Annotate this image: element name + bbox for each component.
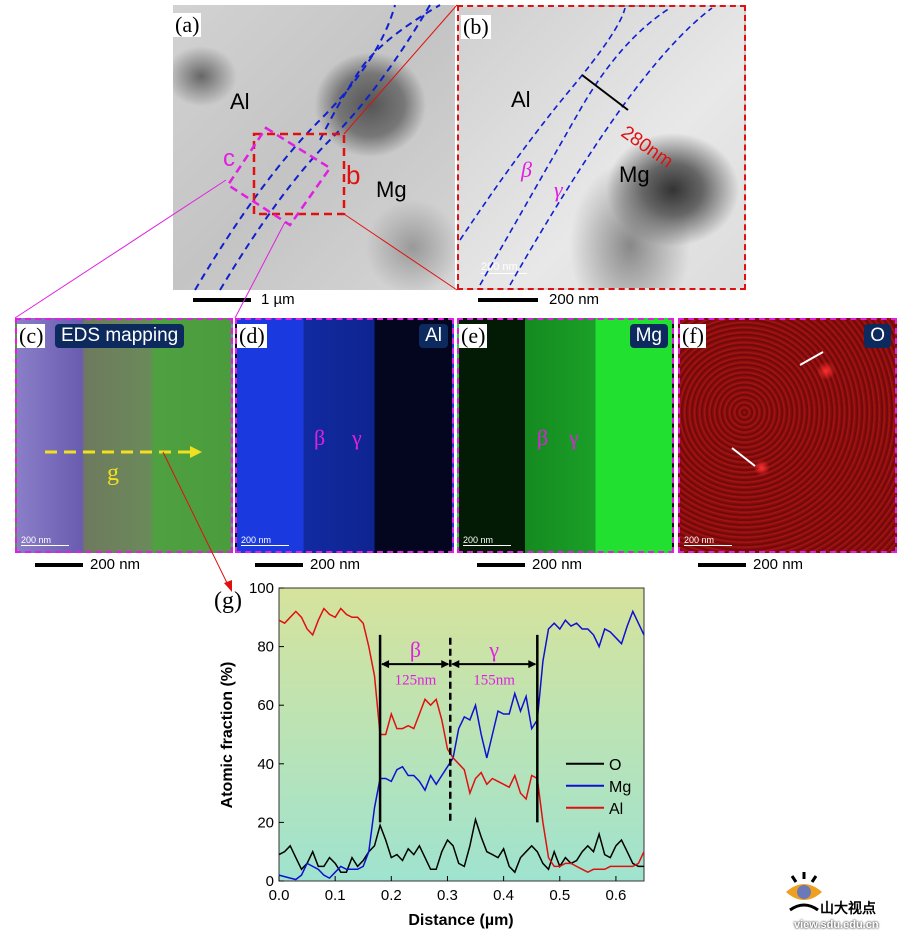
phase-label-al: Al <box>511 87 531 112</box>
element-tag-o: O <box>864 324 891 348</box>
beta-label: β <box>410 637 421 662</box>
plot-area <box>278 587 645 882</box>
panel-b-label: (b) <box>461 14 491 39</box>
eds-mapping-tag: EDS mapping <box>55 324 185 348</box>
panel-f-label: (f) <box>680 323 706 348</box>
scale-bar-c <box>35 563 83 567</box>
zoom-line-c-left <box>14 179 227 319</box>
scale-bar-e <box>477 563 525 567</box>
inner-scale-c: 200 nm <box>21 535 69 546</box>
box-label-b: b <box>346 160 361 190</box>
y-tick-label: 80 <box>257 639 274 656</box>
y-tick-label: 40 <box>257 756 274 773</box>
panel-d-al-map: (d) Al β γ 200 nm <box>235 318 454 553</box>
region-box-c <box>226 126 332 227</box>
link-arrow-g <box>162 451 229 586</box>
inner-scale-d: 200 nm <box>241 535 289 546</box>
line-scan-arrowhead <box>190 446 202 458</box>
gamma-label: γ <box>488 637 499 662</box>
panel-e-label: (e) <box>459 323 488 348</box>
x-tick-label: 0.0 <box>269 887 290 904</box>
inner-scale-e: 200 nm <box>463 535 511 546</box>
panel-c-eds-overlay: (c) EDS mapping g 200 nm <box>15 318 233 553</box>
x-tick-label: 0.6 <box>605 887 626 904</box>
panel-b-tem-image: (b) Al Mg β γ 280nm 200 nm <box>457 5 746 290</box>
beta-label: β <box>537 425 549 450</box>
zoom-line-c-right <box>234 221 286 319</box>
phase-label-mg: Mg <box>619 162 650 187</box>
inner-scale-b: 200 nm <box>481 261 527 274</box>
line-scan-label: g <box>107 460 119 486</box>
x-tick-label: 0.2 <box>381 887 402 904</box>
x-tick-label: 0.3 <box>437 887 458 904</box>
eye-logo-icon <box>786 872 822 912</box>
panel-a-tem-image: (a) Al Mg c b <box>173 5 455 290</box>
zoom-line-b-bottom <box>343 213 458 291</box>
panel-f-o-map: (f) O 200 nm <box>678 318 897 553</box>
panel-a-label: (a) <box>173 12 202 37</box>
beta-width-label: 125nm <box>395 673 437 689</box>
beta-label: β <box>314 425 326 450</box>
scale-bar-f <box>698 563 746 567</box>
x-tick-label: 0.4 <box>493 887 514 904</box>
phase-label-al: Al <box>230 89 250 114</box>
zoom-line-b-top <box>343 4 458 135</box>
y-tick-label: 0 <box>266 873 274 890</box>
element-tag-al: Al <box>419 324 448 348</box>
scale-bar-b <box>478 298 538 302</box>
width-arrow <box>581 74 629 111</box>
y-axis-label: Atomic fraction (%) <box>219 662 236 809</box>
phase-label-mg: Mg <box>376 177 407 202</box>
gamma-label: γ <box>352 425 362 450</box>
x-tick-label: 0.1 <box>325 887 346 904</box>
panel-d-label: (d) <box>237 323 267 348</box>
legend-label-mg: Mg <box>609 779 631 796</box>
element-tag-mg: Mg <box>629 324 668 348</box>
gamma-label: γ <box>569 425 579 450</box>
scale-text-c: 200 nm <box>90 556 141 573</box>
series-line-o <box>278 816 644 874</box>
beta-label: β <box>521 157 532 182</box>
legend-label-o: O <box>609 757 621 774</box>
y-tick-label: 100 <box>249 580 274 597</box>
scale-text-b: 200 nm <box>549 291 600 308</box>
watermark-logo: 山大视点 view.sdu.edu.cn <box>780 870 898 934</box>
panel-g-label: (g) <box>214 588 242 614</box>
watermark-url: view.sdu.edu.cn <box>794 919 879 931</box>
legend-label-al: Al <box>609 801 623 818</box>
inner-scale-f: 200 nm <box>684 535 732 546</box>
box-label-c: c <box>223 145 235 172</box>
panel-e-mg-map: (e) Mg β γ 200 nm <box>457 318 674 553</box>
scale-text-d: 200 nm <box>310 556 361 573</box>
y-tick-label: 60 <box>257 697 274 714</box>
scale-text-e: 200 nm <box>532 556 583 573</box>
scale-bar-a <box>193 298 251 302</box>
panel-c-label: (c) <box>17 323 46 348</box>
series-line-al <box>278 607 645 874</box>
series-line-mg <box>278 609 645 881</box>
gamma-label: γ <box>554 177 563 202</box>
watermark-text: 山大视点 <box>820 900 876 916</box>
scale-text-a: 1 µm <box>261 291 295 308</box>
x-tick-label: 0.5 <box>549 887 570 904</box>
x-axis-label: Distance (µm) <box>408 912 513 929</box>
phase-boundaries-b <box>459 7 713 286</box>
scale-bar-d <box>255 563 303 567</box>
scale-text-f: 200 nm <box>753 556 804 573</box>
gamma-width-label: 155nm <box>473 673 515 689</box>
phase-boundaries-a <box>194 4 441 291</box>
y-tick-label: 20 <box>257 814 274 831</box>
